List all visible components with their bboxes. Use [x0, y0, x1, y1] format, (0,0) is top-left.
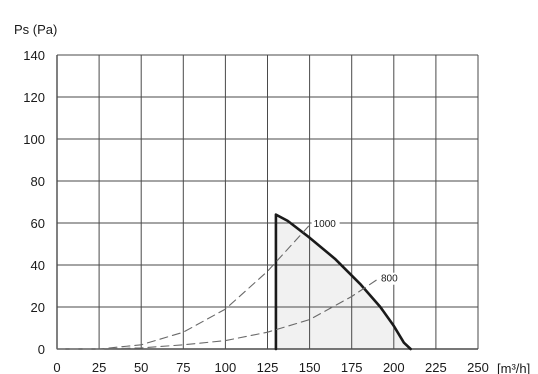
y-axis-title: Ps (Pa) [14, 22, 57, 37]
y-tick-label: 140 [23, 48, 45, 63]
series-group [56, 213, 412, 351]
x-tick-label: 100 [215, 360, 237, 374]
x-tick-label: 50 [134, 360, 148, 374]
grid [56, 54, 479, 350]
x-tick-label: 200 [383, 360, 405, 374]
x-tick-label: 75 [176, 360, 190, 374]
y-tick-label: 0 [38, 342, 45, 357]
fan-max-curve-line [274, 213, 412, 351]
curve-label-background [378, 272, 401, 285]
x-tick-label: 175 [341, 360, 363, 374]
series-label: 800 [381, 274, 398, 285]
curve-labels: 1000 800 [311, 218, 401, 285]
series-800-line [56, 279, 378, 350]
y-tick-label: 80 [31, 174, 45, 189]
y-tick-label: 40 [31, 258, 45, 273]
y-tick-labels: 0 20 40 60 80 100 120 140 [23, 48, 45, 357]
x-tick-labels: 0 25 50 75 100 125 150 175 200 225 250 [53, 360, 488, 374]
series-label: 1000 [314, 219, 337, 230]
x-tick-label: 25 [92, 360, 106, 374]
x-tick-label: 225 [425, 360, 447, 374]
x-axis-unit: [m³/h] [497, 361, 530, 374]
x-tick-label: 125 [257, 360, 279, 374]
x-tick-label: 0 [53, 360, 60, 374]
y-tick-label: 100 [23, 132, 45, 147]
y-tick-label: 60 [31, 216, 45, 231]
x-tick-label: 250 [467, 360, 489, 374]
y-tick-label: 20 [31, 300, 45, 315]
curve-label-background [311, 218, 340, 231]
y-tick-label: 120 [23, 90, 45, 105]
x-tick-label: 150 [299, 360, 321, 374]
